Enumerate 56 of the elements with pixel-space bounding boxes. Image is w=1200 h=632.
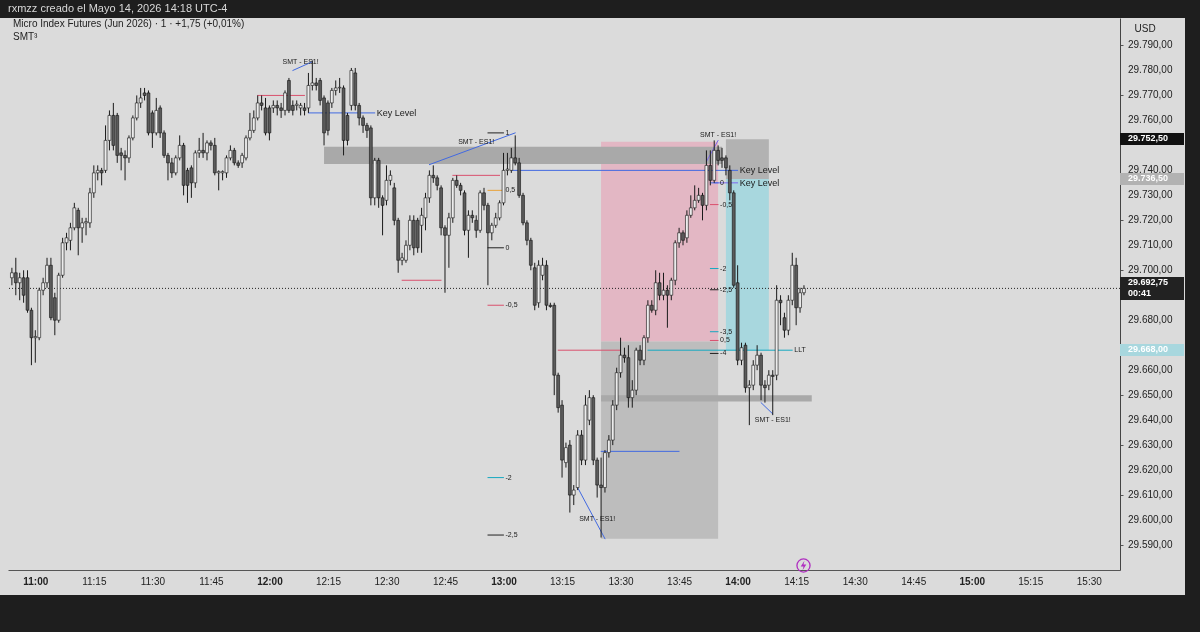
chart-subtitle: Micro Index Futures (Jun 2026) · 1 · +1,75 (+0,01%) <box>13 18 245 29</box>
annotation: Key Level <box>376 107 417 118</box>
x-tick-label: 11:00 <box>23 575 49 587</box>
ref-line-label: 29.692,75 00:41 <box>1120 276 1184 300</box>
y-tick-label: 29.736,50 <box>1120 173 1184 186</box>
y-tick-label: 29.600,00 <box>1128 514 1173 526</box>
x-tick-label: 14:15 <box>784 575 810 587</box>
x-tick-label: 12:00 <box>257 575 284 587</box>
y-axis-title: USD <box>1134 22 1156 34</box>
x-tick-label: 12:15 <box>315 575 342 587</box>
y-tick-label: 29.630,00 <box>1128 439 1173 451</box>
x-tick-label: 13:45 <box>667 575 693 587</box>
candlestick <box>10 267 14 286</box>
annotation: Key Level <box>739 165 780 176</box>
y-tick-label: 29.770,00 <box>1128 89 1173 101</box>
y-tick-label: 29.610,00 <box>1128 489 1173 501</box>
x-tick-label: 11:30 <box>140 575 166 587</box>
x-tick-label: 13:00 <box>491 575 518 587</box>
candlestick <box>201 132 205 159</box>
annotation: SMT³ <box>13 31 39 42</box>
y-tick-label: 29.752,50 <box>1120 133 1184 146</box>
candlestick <box>14 257 18 296</box>
y-tick-label: 29.720,00 <box>1128 214 1173 226</box>
y-tick-label: 29.760,00 <box>1128 114 1173 126</box>
y-tick-label: 29.620,00 <box>1128 464 1173 476</box>
x-tick-label: 15:00 <box>959 575 986 587</box>
y-tick-label: 29.710,00 <box>1128 239 1173 251</box>
y-tick-label: 29.790,00 <box>1128 39 1173 51</box>
candlestick <box>509 147 514 174</box>
x-tick-label: 14:00 <box>725 575 752 587</box>
y-tick-label: 29.660,00 <box>1128 364 1173 376</box>
x-tick-label: 11:15 <box>82 575 107 587</box>
x-tick-label: 15:30 <box>1076 575 1103 587</box>
x-tick-label: 13:15 <box>550 575 576 587</box>
y-tick-label: 29.650,00 <box>1128 389 1173 401</box>
y-tick-label: 29.680,00 <box>1128 314 1173 326</box>
x-tick-label: 14:45 <box>901 575 927 587</box>
candlestick <box>170 157 174 179</box>
candlestick <box>76 207 80 256</box>
x-tick-label: 14:30 <box>842 575 869 587</box>
annotation: Key Level <box>739 177 780 188</box>
y-tick-label: 29.668,00 <box>1120 344 1184 357</box>
y-tick-label: 29.700,00 <box>1128 264 1173 276</box>
chart-title: rxmzz creado el Mayo 14, 2026 14:18 UTC-4 <box>8 2 228 14</box>
x-tick-label: 15:15 <box>1018 575 1044 587</box>
x-tick-label: 12:45 <box>432 575 459 587</box>
x-tick-label: 13:30 <box>608 575 635 587</box>
y-tick-label: 29.730,00 <box>1128 189 1173 201</box>
x-tick-label: 12:30 <box>374 575 400 587</box>
y-tick-label: 29.590,00 <box>1128 539 1173 551</box>
y-tick-label: 29.740,00 <box>1128 164 1173 176</box>
candlestick <box>720 147 724 169</box>
candlestick <box>661 272 666 301</box>
y-tick-label: 29.640,00 <box>1128 414 1173 426</box>
x-tick-label: 11:45 <box>199 575 224 587</box>
y-tick-label: 29.780,00 <box>1128 64 1173 76</box>
